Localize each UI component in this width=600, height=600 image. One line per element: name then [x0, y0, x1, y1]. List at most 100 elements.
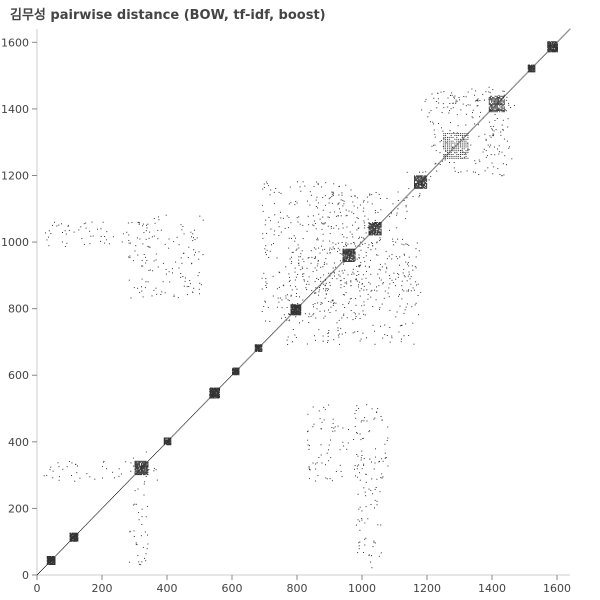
- block-cell: [169, 442, 171, 444]
- scatter-cell: [364, 544, 366, 546]
- block-cell: [547, 42, 549, 43]
- scatter-cell: [339, 275, 341, 277]
- block-cell: [493, 110, 495, 111]
- block-cell: [532, 67, 534, 69]
- scatter-cell: [147, 245, 149, 247]
- scatter-cell: [489, 135, 491, 137]
- scatter-cell: [354, 195, 356, 197]
- x-tick-label: 400: [157, 582, 178, 595]
- diagonal-cell: [93, 516, 95, 518]
- block-cell: [218, 389, 220, 391]
- block-cell: [216, 392, 218, 394]
- scatter-cell: [379, 198, 381, 199]
- block-cell: [368, 228, 370, 230]
- block-cell: [377, 234, 379, 236]
- block-cell: [46, 557, 48, 559]
- scatter-cell: [372, 493, 374, 495]
- diagonal-cell: [429, 171, 431, 173]
- scatter-cell: [288, 247, 290, 249]
- block-cell: [258, 345, 259, 347]
- scatter-cell: [364, 215, 366, 217]
- block-cell: [209, 397, 211, 399]
- block-cell: [548, 47, 550, 49]
- scatter-cell: [342, 223, 344, 225]
- block-cell: [294, 306, 296, 308]
- block-cell: [368, 233, 370, 235]
- scatter-cell: [452, 102, 454, 104]
- scatter-cell: [368, 554, 370, 556]
- block-cell: [51, 562, 53, 564]
- scatter-cell: [191, 262, 193, 264]
- block-cell: [138, 472, 140, 474]
- block-cell: [343, 250, 345, 252]
- block-cell: [350, 254, 352, 256]
- block-cell: [422, 180, 424, 182]
- block-cell: [218, 393, 220, 395]
- scatter-cell: [182, 225, 184, 227]
- block-cell: [72, 534, 74, 536]
- block-cell: [216, 390, 218, 392]
- scatter-cell: [494, 114, 496, 115]
- scatter-cell: [308, 316, 310, 318]
- block-cell: [531, 64, 532, 66]
- block-cell: [50, 560, 51, 561]
- block-cell: [298, 304, 300, 306]
- scatter-cell: [357, 228, 359, 229]
- block-cell: [212, 395, 214, 397]
- diagonal-cell: [39, 571, 41, 572]
- diagonal-cell: [356, 246, 358, 248]
- block-cell: [255, 344, 257, 346]
- scatter-cell: [404, 309, 406, 311]
- block-cell: [378, 232, 380, 234]
- diagonal-cell: [186, 421, 188, 423]
- scatter-cell: [370, 249, 372, 251]
- scatter-cell: [89, 476, 91, 478]
- block-cell: [138, 460, 140, 462]
- diagonal-cell: [308, 296, 310, 298]
- diagonal-cell: [56, 554, 58, 555]
- block-cell: [216, 389, 218, 390]
- block-cell: [295, 308, 297, 310]
- block-cell: [555, 45, 557, 47]
- scatter-cell: [360, 264, 361, 266]
- scatter-cell: [333, 303, 335, 304]
- scatter-cell: [474, 94, 475, 96]
- scatter-cell: [382, 337, 384, 339]
- block-cell: [50, 559, 52, 561]
- diagonal-cell: [115, 494, 116, 496]
- scatter-cell: [362, 283, 363, 285]
- scatter-cell: [265, 181, 267, 183]
- scatter-cell: [360, 439, 362, 441]
- block-cell: [70, 534, 72, 535]
- block-cell: [54, 557, 56, 559]
- scatter-cell: [485, 150, 487, 152]
- scatter-cell: [67, 225, 69, 227]
- block-cell: [163, 440, 165, 442]
- block-cell: [216, 391, 218, 393]
- scatter-cell: [126, 231, 128, 233]
- scatter-cell: [369, 194, 371, 196]
- scatter-cell: [447, 106, 449, 108]
- block-cell: [450, 144, 452, 146]
- diagonal-cell: [190, 417, 192, 419]
- scatter-cell: [364, 260, 366, 262]
- block-cell: [496, 99, 498, 101]
- block-cell: [209, 391, 211, 393]
- scatter-cell: [377, 524, 379, 526]
- block-cell: [137, 465, 139, 467]
- scatter-cell: [362, 243, 364, 245]
- scatter-cell: [408, 290, 409, 292]
- block-cell: [75, 532, 77, 534]
- block-cell: [300, 307, 302, 309]
- scatter-cell: [278, 226, 280, 228]
- scatter-cell: [331, 299, 333, 301]
- scatter-cell: [337, 247, 339, 249]
- block-cell: [422, 175, 424, 177]
- block-cell: [214, 391, 216, 393]
- scatter-cell: [502, 128, 504, 130]
- block-cell: [456, 150, 458, 152]
- block-cell: [213, 391, 215, 393]
- block-cell: [212, 394, 214, 395]
- block-cell: [353, 252, 355, 254]
- diagonal-cell: [94, 515, 96, 517]
